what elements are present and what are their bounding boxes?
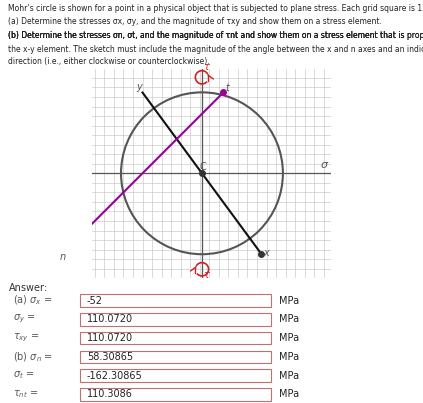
Text: $\sigma$: $\sigma$	[320, 160, 329, 170]
Text: MPa: MPa	[279, 352, 299, 362]
Text: C: C	[199, 162, 206, 172]
Text: $\tau$: $\tau$	[203, 270, 212, 280]
Text: (b) Determine the stresses σn, σt, and the magnitude of τnt and show them on a s: (b) Determine the stresses σn, σt, and t…	[8, 31, 423, 40]
Text: -52: -52	[87, 295, 103, 305]
Text: $\tau_{xy}$ =: $\tau_{xy}$ =	[13, 332, 39, 344]
Text: 110.0720: 110.0720	[87, 314, 133, 324]
Text: MPa: MPa	[279, 295, 299, 305]
Bar	[80, 313, 271, 326]
Text: 58.30865: 58.30865	[87, 352, 133, 362]
Text: MPa: MPa	[279, 370, 299, 380]
Text: direction (i.e., either clockwise or counterclockwise).: direction (i.e., either clockwise or cou…	[8, 57, 210, 66]
Text: (a) Determine the stresses σx, σy, and the magnitude of τxy and show them on a s: (a) Determine the stresses σx, σy, and t…	[8, 17, 382, 27]
Text: $\sigma_y$ =: $\sigma_y$ =	[13, 313, 36, 326]
Text: MPa: MPa	[279, 333, 299, 343]
Text: (b) $\sigma_n$ =: (b) $\sigma_n$ =	[13, 350, 52, 364]
Text: y: y	[137, 82, 143, 92]
Text: Mohr’s circle is shown for a point in a physical object that is subjected to pla: Mohr’s circle is shown for a point in a …	[8, 4, 423, 13]
Text: MPa: MPa	[279, 389, 299, 399]
Text: the x-y element. The sketch must include the magnitude of the angle between the : the x-y element. The sketch must include…	[8, 45, 423, 54]
Bar	[80, 332, 271, 344]
Bar	[80, 388, 271, 401]
Text: t: t	[225, 83, 230, 93]
Text: 110.0720: 110.0720	[87, 333, 133, 343]
Text: (b) Determine the stresses σn, σt, and the magnitude of τnt and show them on a s: (b) Determine the stresses σn, σt, and t…	[8, 31, 423, 40]
Text: $\sigma_t$ =: $\sigma_t$ =	[13, 370, 34, 381]
Bar	[80, 369, 271, 382]
Text: 110.3086: 110.3086	[87, 389, 132, 399]
Text: (a) $\sigma_x$ =: (a) $\sigma_x$ =	[13, 294, 52, 307]
Text: n: n	[60, 252, 66, 262]
Text: MPa: MPa	[279, 314, 299, 324]
Bar	[80, 294, 271, 307]
Text: -162.30865: -162.30865	[87, 370, 143, 380]
Text: Answer:: Answer:	[8, 283, 47, 293]
Text: x: x	[264, 248, 269, 258]
Bar	[80, 351, 271, 363]
Text: $\tau$: $\tau$	[203, 62, 212, 72]
Text: $\tau_{nt}$ =: $\tau_{nt}$ =	[13, 388, 38, 400]
Text: (b) Determine the stresses σn, σt, and the magnitude of τnt and show them on a s: (b) Determine the stresses σn, σt, and t…	[8, 31, 407, 40]
